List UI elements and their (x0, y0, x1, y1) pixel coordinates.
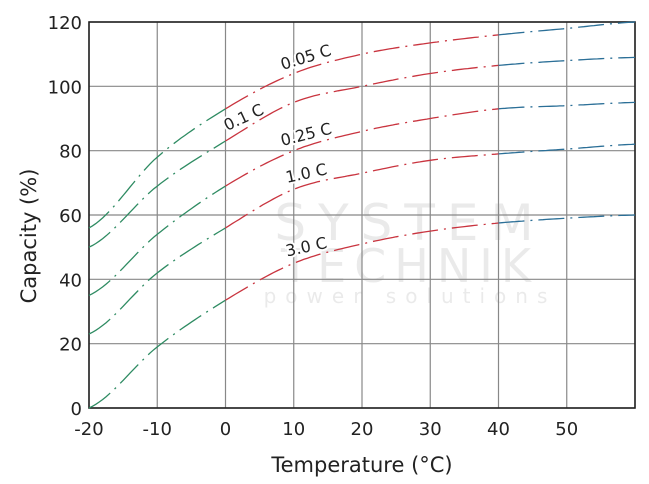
x-tick-label: 30 (419, 419, 442, 440)
y-tick-label: 100 (48, 77, 82, 98)
watermark-logo: SYSTEM TECHNIK power solutions (264, 194, 557, 308)
series-line-30C (225, 222, 499, 301)
series-line-01C (498, 56, 636, 67)
x-axis-title: Temperature (°C) (270, 453, 452, 477)
watermark-line1: SYSTEM (274, 194, 545, 252)
series-line-025C (498, 101, 636, 110)
x-tick-label: -20 (74, 419, 103, 440)
series-line-30C (498, 214, 636, 224)
y-tick-label: 0 (71, 399, 82, 420)
x-tick-label: 40 (487, 419, 510, 440)
series-label: 0.25 C (279, 119, 334, 150)
series-line-01C (225, 64, 499, 142)
series-line-01C (88, 140, 226, 248)
series-line-10C (225, 153, 499, 229)
x-tick-label: -10 (143, 419, 172, 440)
series-line-10C (498, 143, 636, 155)
x-tick-label: 10 (282, 419, 305, 440)
watermark-line3: power solutions (264, 284, 557, 308)
series-line-10C (88, 227, 226, 335)
y-tick-label: 20 (59, 335, 82, 356)
series-line-005C (88, 108, 226, 229)
y-tick-label: 80 (59, 142, 82, 163)
series-line-30C (88, 299, 226, 409)
x-tick-label: 50 (555, 419, 578, 440)
series-line-005C (498, 21, 636, 36)
series-line-025C (225, 108, 499, 187)
series-line-005C (225, 34, 499, 110)
x-tick-label: 20 (351, 419, 374, 440)
y-tick-label: 40 (59, 270, 82, 291)
y-axis-title: Capacity (%) (17, 169, 41, 304)
watermark-line2: TECHNIK (280, 239, 539, 293)
y-tick-label: 60 (59, 206, 82, 227)
series-label: 1.0 C (284, 160, 329, 187)
x-tick-label: 0 (220, 419, 231, 440)
series-line-025C (88, 185, 226, 296)
y-tick-label: 120 (48, 13, 82, 34)
